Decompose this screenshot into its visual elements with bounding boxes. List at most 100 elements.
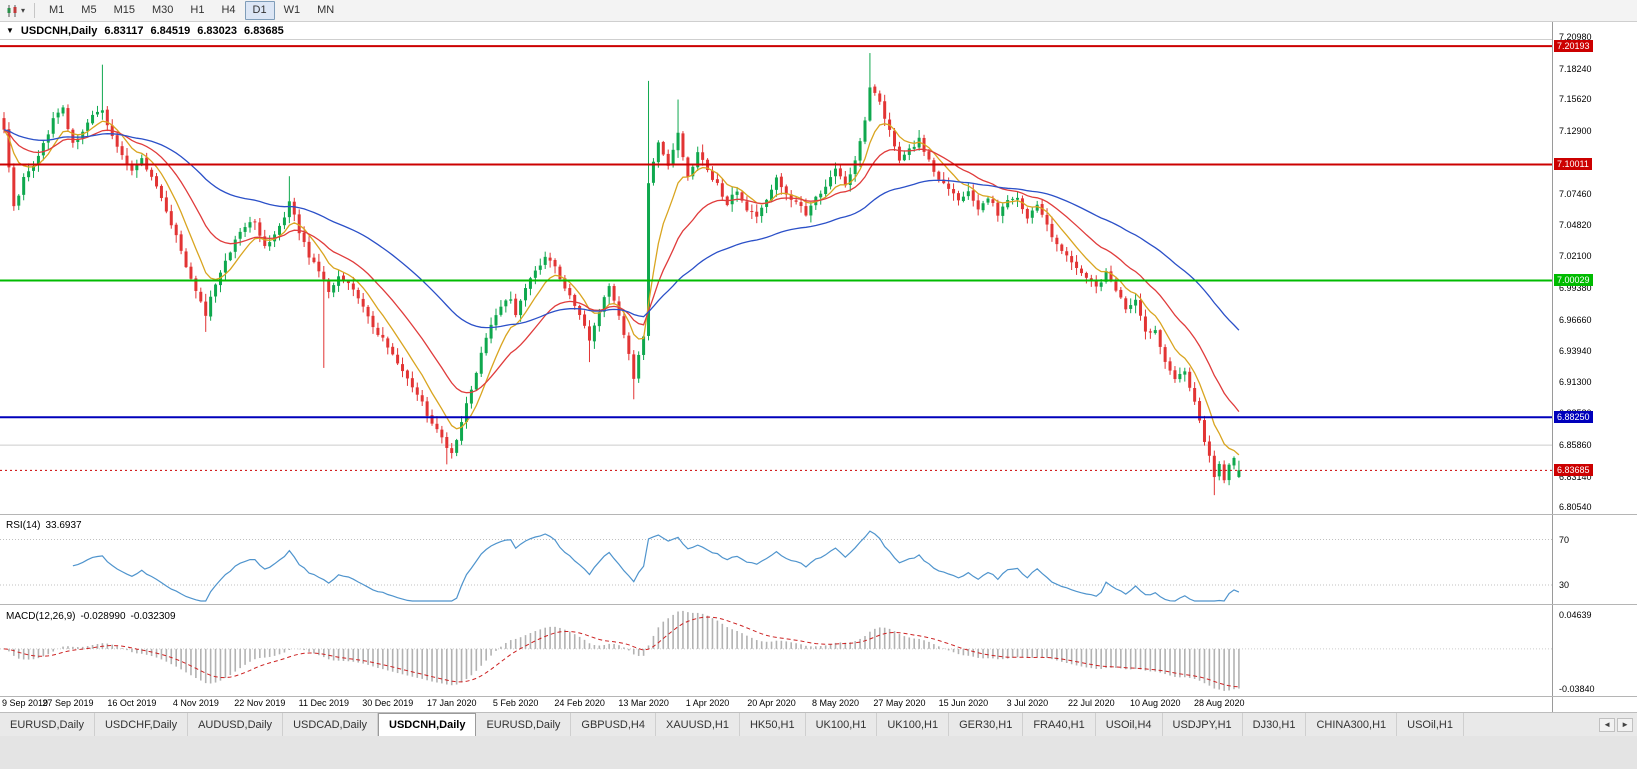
chart-tab-dj30-h1[interactable]: DJ30,H1: [1242, 713, 1307, 736]
tabs-scroll-left-icon[interactable]: ◄: [1599, 718, 1616, 732]
date-label: 22 Nov 2019: [234, 698, 286, 708]
date-label: 3 Jul 2020: [1006, 698, 1049, 708]
date-label: 16 Oct 2019: [107, 698, 157, 708]
macd-axis-max: 0.04639: [1559, 610, 1592, 620]
macd-axis-min: -0.03840: [1559, 684, 1595, 694]
price-axis: 7.209807.182407.156207.129007.101807.074…: [1552, 22, 1637, 712]
chart-tabs: EURUSD,Daily USDCHF,Daily AUDUSD,Daily USDC…: [0, 713, 1597, 736]
chart-header: ▼ USDCNH,Daily 6.83117 6.84519 6.83023 6…: [0, 22, 1552, 40]
timeframe-button-m1[interactable]: M1: [49, 4, 65, 16]
axis-separator: [0, 696, 1637, 697]
bottom-filler: [0, 736, 1637, 769]
timeframe-button-m15[interactable]: M15: [113, 4, 135, 16]
price-tick: 7.12900: [1559, 125, 1592, 136]
price-line-label: 7.10011: [1554, 158, 1592, 171]
chart-tab-usdjpy-h1[interactable]: USDJPY,H1: [1162, 713, 1243, 736]
chart-tabs-bar: EURUSD,Daily USDCHF,Daily AUDUSD,Daily USDC…: [0, 712, 1637, 736]
chart-tab-eurusd-daily[interactable]: EURUSD,Daily: [0, 713, 95, 736]
ohlc-high: 6.84519: [150, 24, 191, 37]
macd-signal-value: -0.032309: [130, 611, 176, 622]
date-label: 22 Jul 2020: [1068, 698, 1115, 708]
chart-tab-ger30-h1[interactable]: GER30,H1: [949, 713, 1024, 736]
date-label: 13 Mar 2020: [618, 698, 669, 708]
macd-label-text: MACD(12,26,9): [6, 611, 76, 622]
chart-tab-uk100-h1[interactable]: UK100,H1: [877, 713, 950, 736]
ohlc-open: 6.83117: [104, 24, 144, 37]
price-tick: 6.99380: [1559, 282, 1592, 293]
date-label: 10 Aug 2020: [1129, 698, 1181, 708]
toolbar-separator: [34, 3, 36, 18]
chart-tab-audusd-daily[interactable]: AUDUSD,Daily: [188, 713, 284, 736]
timeframe-button-d1[interactable]: D1: [244, 1, 275, 20]
chart-tab-hk50-h1[interactable]: HK50,H1: [739, 713, 806, 736]
timeframe-button-w1[interactable]: W1: [283, 4, 301, 16]
price-tick: 7.07460: [1559, 189, 1592, 200]
timeframe-button-h1[interactable]: H1: [190, 4, 205, 16]
tabs-scroll-right-icon[interactable]: ►: [1617, 718, 1633, 732]
macd-main-value: -0.028990: [80, 611, 126, 622]
price-tick: 6.91300: [1559, 376, 1592, 387]
price-tick: 7.15620: [1559, 94, 1592, 105]
timeframe-button-mn[interactable]: MN: [317, 4, 335, 16]
price-line-label: 6.88250: [1554, 411, 1593, 424]
rsi-value: 33.6937: [45, 520, 82, 531]
chart-tab-usdcad-daily[interactable]: USDCAD,Daily: [283, 713, 379, 736]
chart-tab-usdcnh-daily[interactable]: USDCNH,Daily: [378, 713, 477, 736]
price-tick: 6.80540: [1559, 501, 1592, 512]
macd-indicator-label: MACD(12,26,9) -0.028990 -0.032309: [6, 611, 181, 622]
ohlc-low: 6.83023: [197, 24, 238, 37]
chart-tab-eurusd-daily[interactable]: EURUSD,Daily: [476, 713, 572, 736]
chart-tab-xauusd-h1[interactable]: XAUUSD,H1: [655, 713, 740, 736]
chart-tab-fra40-h1[interactable]: FRA40,H1: [1023, 713, 1096, 736]
price-line-label: 7.20193: [1554, 40, 1593, 53]
rsi-level-label: 70: [1559, 534, 1570, 545]
quick-nav-icon[interactable]: ▼: [6, 26, 14, 35]
price-tick: 6.93940: [1559, 346, 1592, 357]
date-label: 30 Dec 2019: [362, 698, 414, 708]
chart-type-group[interactable]: ▾: [5, 4, 28, 18]
symbol-title: USDCNH,Daily: [20, 24, 98, 37]
date-label: 27 Sep 2019: [42, 698, 94, 708]
price-tick: 7.02100: [1559, 251, 1592, 262]
pane-separator[interactable]: [0, 514, 1637, 515]
price-chart-canvas[interactable]: [0, 22, 1552, 712]
rsi-level-label: 30: [1559, 580, 1570, 591]
timeframe-button-h4[interactable]: H4: [221, 4, 236, 16]
chart-window: ▼ USDCNH,Daily 6.83117 6.84519 6.83023 6…: [0, 22, 1637, 712]
candlestick-chart-icon[interactable]: [5, 4, 19, 18]
ohlc-close: 6.83685: [244, 24, 284, 37]
chart-tab-usoil-h4[interactable]: USOil,H4: [1095, 713, 1163, 736]
date-label: 11 Dec 2019: [298, 698, 349, 708]
pane-separator[interactable]: [0, 604, 1637, 605]
date-label: 20 Apr 2020: [747, 698, 796, 708]
date-label: 5 Feb 2020: [492, 698, 539, 708]
date-label: 24 Feb 2020: [554, 698, 605, 708]
date-label: 4 Nov 2019: [172, 698, 219, 708]
rsi-indicator-label: RSI(14) 33.6937: [6, 520, 87, 531]
price-tick: 6.83140: [1559, 471, 1592, 482]
tab-scroll-controls: ◄ ►: [1595, 714, 1637, 736]
date-label: 17 Jan 2020: [426, 698, 477, 708]
timeframe-button-m5[interactable]: M5: [81, 4, 97, 16]
chevron-down-icon[interactable]: ▾: [21, 5, 26, 15]
chart-tab-uk100-h1[interactable]: UK100,H1: [805, 713, 878, 736]
price-tick: 6.96660: [1559, 314, 1592, 325]
price-tick: 7.20980: [1559, 32, 1592, 42]
timeframe-buttons: M1 M5 M15 M30 H1 H4 D1 W1 MN: [41, 1, 342, 20]
date-label: 27 May 2020: [873, 698, 926, 708]
current-price-label: 6.83685: [1554, 464, 1593, 477]
chart-tab-gbpusd-h4[interactable]: GBPUSD,H4: [571, 713, 656, 736]
price-tick: 7.18240: [1559, 63, 1592, 74]
chart-tab-usdchf-daily[interactable]: USDCHF,Daily: [94, 713, 189, 736]
date-label: 1 Apr 2020: [685, 698, 730, 708]
price-tick: 7.04820: [1559, 219, 1592, 230]
price-line-label: 7.00029: [1554, 274, 1593, 287]
rsi-label-text: RSI(14): [6, 520, 41, 531]
timeframe-button-m30[interactable]: M30: [151, 4, 174, 16]
top-toolbar: ▾ M1 M5 M15 M30 H1 H4 D1 W1 MN: [0, 0, 1637, 22]
chart-tab-china300-h1[interactable]: CHINA300,H1: [1306, 713, 1398, 736]
date-label: 15 Jun 2020: [938, 698, 989, 708]
date-label: 8 May 2020: [811, 698, 859, 708]
chart-tab-usoil-h1[interactable]: USOil,H1: [1397, 713, 1464, 736]
price-tick: 6.85860: [1559, 440, 1592, 451]
